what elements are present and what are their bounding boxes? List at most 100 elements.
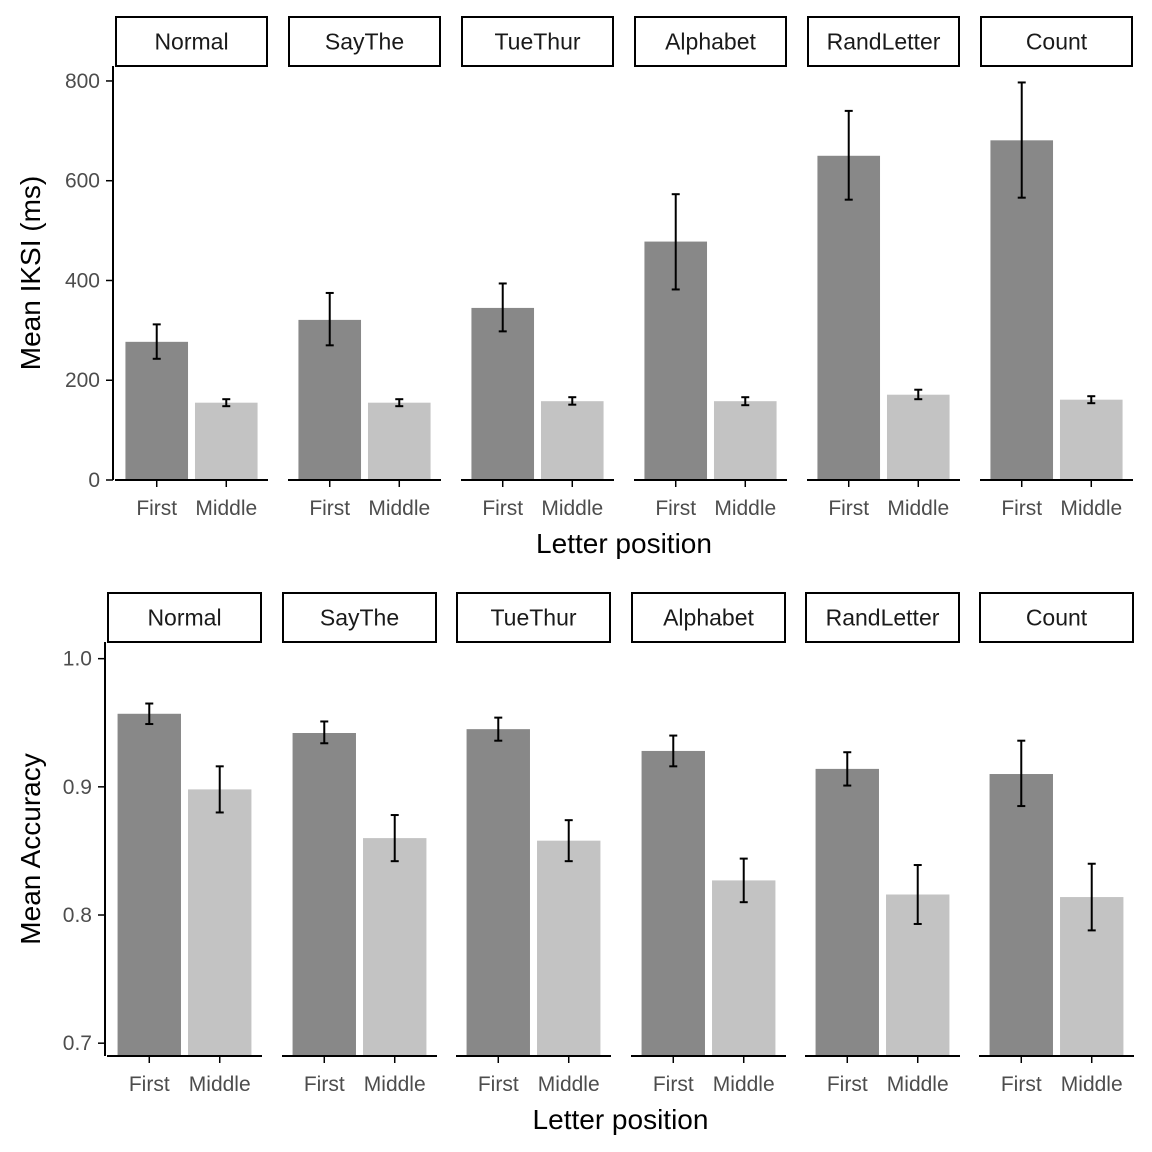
bar-first: [466, 729, 530, 1056]
y-tick-label: 0.7: [63, 1032, 92, 1055]
facet-strip: [807, 16, 960, 67]
facet-strip: [282, 592, 437, 643]
bar-middle: [537, 840, 601, 1056]
y-tick-label: 0: [88, 469, 100, 492]
facet-count: Count First Middle: [980, 16, 1133, 520]
chart-panel-1: 0 200 400 600 800 Mean IKSI (ms) Normal First Mi…: [15, 16, 1133, 559]
x-tick-label: First: [1001, 497, 1042, 520]
facet-normal: Normal First Middle: [107, 592, 262, 1096]
bar-middle: [540, 401, 604, 480]
error-bar-first: [152, 323, 161, 360]
error-bar-first: [671, 193, 680, 291]
facet-strip-label: TueThur: [494, 29, 580, 55]
facet-strip: [456, 592, 611, 643]
x-tick-label: First: [655, 497, 696, 520]
x-tick-label: First: [136, 497, 177, 520]
error-bar-middle: [741, 396, 750, 407]
x-tick-label: Middle: [364, 1073, 426, 1096]
facet-strip: [631, 592, 786, 643]
x-tick-label: First: [1001, 1073, 1042, 1096]
y-tick-label: 800: [65, 70, 100, 93]
y-tick-label: 0.9: [63, 776, 92, 799]
error-bar-middle: [390, 814, 399, 863]
bar-first: [641, 750, 705, 1056]
error-bar-first: [325, 291, 334, 347]
facet-strip-label: Alphabet: [665, 29, 756, 55]
facet-count: Count First Middle: [979, 592, 1134, 1096]
x-tick-label: Middle: [541, 497, 603, 520]
x-tick-label: First: [828, 497, 869, 520]
error-bar-middle: [568, 396, 577, 406]
chart-panels: 0 200 400 600 800 Mean IKSI (ms) Normal First Mi…: [15, 16, 1134, 1135]
error-bar-middle: [1087, 395, 1096, 405]
facet-strip-label: Count: [1026, 29, 1088, 55]
facet-strip-label: Alphabet: [663, 605, 754, 631]
bar-middle: [712, 880, 776, 1056]
facet-strip-label: SayThe: [325, 29, 404, 55]
bar-first: [125, 341, 189, 480]
x-tick-label: Middle: [1060, 497, 1122, 520]
error-bar-first: [669, 734, 678, 768]
error-bar-middle: [1087, 862, 1096, 932]
error-bar-middle: [215, 765, 224, 814]
bar-middle: [194, 402, 258, 480]
x-tick-label: First: [478, 1073, 519, 1096]
bar-middle: [188, 789, 252, 1056]
facet-alphabet: Alphabet First Middle: [634, 16, 787, 520]
facet-normal: Normal First Middle: [115, 16, 268, 520]
error-bar-middle: [914, 388, 923, 401]
x-tick-label: First: [827, 1073, 868, 1096]
bar-first: [815, 768, 879, 1056]
error-bar-first: [843, 751, 852, 787]
error-bar-middle: [913, 864, 922, 925]
facet-strip: [461, 16, 614, 67]
error-bar-first: [844, 109, 853, 201]
bar-middle: [1059, 399, 1123, 480]
x-tick-label: Middle: [1061, 1073, 1123, 1096]
bar-first: [298, 319, 362, 480]
facet-strip-label: RandLetter: [826, 605, 940, 631]
x-tick-label: Middle: [189, 1073, 251, 1096]
facet-strip-label: SayThe: [320, 605, 399, 631]
x-tick-label: First: [482, 497, 523, 520]
y-tick-label: 600: [65, 170, 100, 193]
chart-panel-2: 0.7 0.8 0.9 1.0 Mean Accuracy Normal First Midd…: [15, 592, 1134, 1135]
x-axis-title: Letter position: [533, 1104, 709, 1135]
y-axis-title: Mean IKSI (ms): [15, 176, 46, 370]
facet-saythe: SayThe First Middle: [288, 16, 441, 520]
facet-strip: [288, 16, 441, 67]
error-bar-first: [320, 720, 329, 745]
x-tick-label: Middle: [887, 1073, 949, 1096]
facet-alphabet: Alphabet First Middle: [631, 592, 786, 1096]
error-bar-first: [494, 716, 503, 742]
facet-tuethur: TueThur First Middle: [461, 16, 614, 520]
bar-middle: [363, 838, 427, 1056]
x-tick-label: First: [309, 497, 350, 520]
facet-strip: [805, 592, 960, 643]
x-tick-label: First: [304, 1073, 345, 1096]
error-bar-first: [1017, 739, 1026, 808]
bar-middle: [886, 394, 950, 480]
x-axis-title: Letter position: [536, 528, 712, 559]
x-tick-label: Middle: [887, 497, 949, 520]
facet-strip: [980, 16, 1133, 67]
x-tick-label: Middle: [713, 1073, 775, 1096]
error-bar-first: [498, 282, 507, 333]
facet-randletter: RandLetter First Middle: [807, 16, 960, 520]
bar-first: [117, 713, 181, 1056]
y-tick-label: 0.8: [63, 904, 92, 927]
error-bar-first: [1017, 81, 1026, 199]
y-tick-label: 1.0: [63, 648, 92, 671]
bar-first: [817, 155, 881, 480]
facet-strip-label: Normal: [147, 605, 221, 631]
facet-strip: [979, 592, 1134, 643]
y-tick-label: 400: [65, 269, 100, 292]
error-bar-first: [145, 702, 154, 726]
error-bar-middle: [739, 857, 748, 904]
bar-first: [989, 774, 1053, 1056]
facet-tuethur: TueThur First Middle: [456, 592, 611, 1096]
facet-strip-label: TueThur: [490, 605, 576, 631]
x-tick-label: Middle: [714, 497, 776, 520]
bar-middle: [367, 402, 431, 480]
facet-strip-label: Count: [1026, 605, 1088, 631]
